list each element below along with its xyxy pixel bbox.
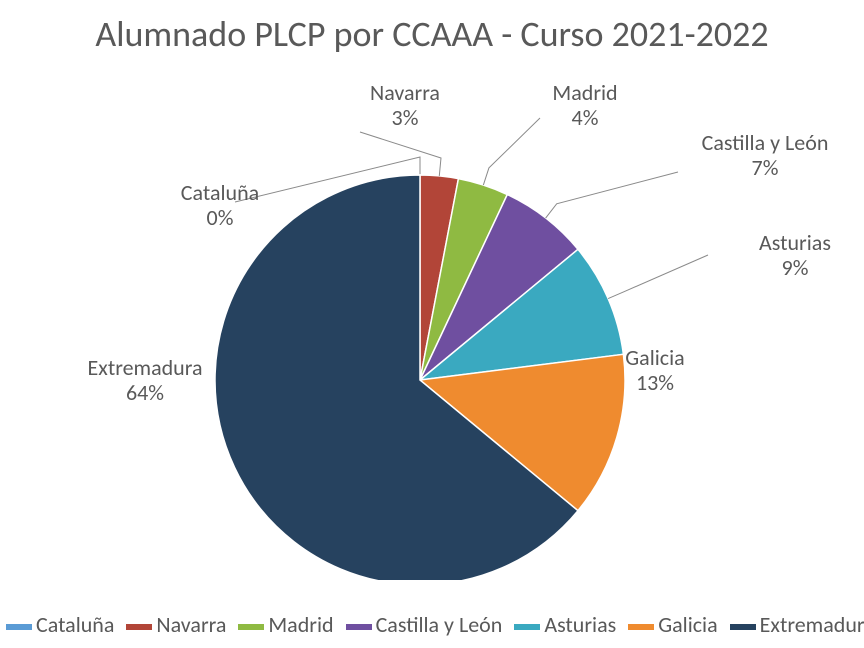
legend-label: Cataluña — [36, 611, 114, 638]
slice-label: Asturias9% — [710, 230, 864, 281]
leader-line — [360, 132, 441, 176]
slice-label-name: Castilla y León — [680, 130, 850, 155]
legend-swatch — [238, 624, 264, 630]
slice-label-pct: 7% — [680, 155, 850, 180]
legend-label: Extremadura — [760, 611, 864, 638]
legend-swatch — [628, 624, 654, 630]
legend-swatch — [730, 624, 756, 630]
legend: Cataluña Navarra Madrid Castilla y León Astu… — [0, 611, 864, 638]
slice-label: Galicia13% — [570, 345, 740, 396]
slice-label-pct: 13% — [570, 370, 740, 395]
slice-label-pct: 3% — [320, 105, 490, 130]
legend-item: Asturias — [514, 611, 616, 638]
legend-item: Cataluña — [6, 611, 114, 638]
legend-item: Madrid — [238, 611, 333, 638]
slice-label: Navarra3% — [320, 80, 490, 131]
slice-label-name: Extremadura — [60, 355, 230, 380]
slice-label-pct: 9% — [710, 255, 864, 280]
chart-frame: Alumnado PLCP por CCAAA - Curso 2021-202… — [0, 0, 864, 648]
legend-swatch — [126, 624, 152, 630]
legend-label: Navarra — [156, 611, 226, 638]
legend-item: Galicia — [628, 611, 717, 638]
legend-swatch — [6, 624, 32, 630]
legend-label: Madrid — [268, 611, 333, 638]
slice-label-name: Asturias — [710, 230, 864, 255]
legend-swatch — [514, 624, 540, 630]
slice-label-name: Galicia — [570, 345, 740, 370]
legend-item: Navarra — [126, 611, 226, 638]
slice-label: Extremadura64% — [60, 355, 230, 406]
legend-item: Extremadura — [730, 611, 864, 638]
legend-swatch — [346, 624, 372, 630]
legend-label: Castilla y León — [376, 611, 503, 638]
leader-line — [546, 172, 678, 218]
slice-label: Castilla y León7% — [680, 130, 850, 181]
slice-label: Madrid4% — [500, 80, 670, 131]
legend-label: Asturias — [544, 611, 616, 638]
slice-label-pct: 0% — [135, 205, 305, 230]
slice-label-name: Cataluña — [135, 180, 305, 205]
slice-label-pct: 64% — [60, 380, 230, 405]
pie-chart: Cataluña0%Navarra3%Madrid4%Castilla y Le… — [0, 70, 864, 580]
slice-label-pct: 4% — [500, 105, 670, 130]
leader-line — [608, 255, 708, 299]
slice-label-name: Madrid — [500, 80, 670, 105]
slice-label-name: Navarra — [320, 80, 490, 105]
legend-item: Castilla y León — [346, 611, 503, 638]
slice-label: Cataluña0% — [135, 180, 305, 231]
legend-label: Galicia — [658, 611, 717, 638]
chart-title: Alumnado PLCP por CCAAA - Curso 2021-202… — [0, 12, 864, 56]
